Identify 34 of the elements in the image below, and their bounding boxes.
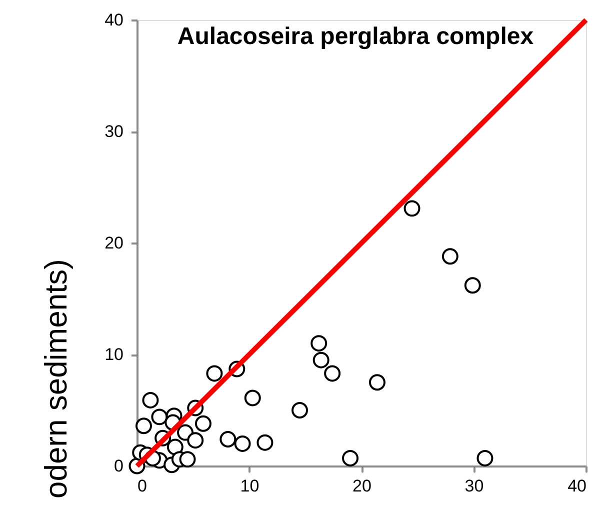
point xyxy=(368,374,386,391)
y-axis-title: odern sediments) xyxy=(38,258,74,498)
point xyxy=(206,365,223,382)
point xyxy=(256,434,274,451)
point xyxy=(166,438,184,456)
point xyxy=(464,277,481,294)
point xyxy=(476,450,494,466)
point xyxy=(324,365,341,382)
point xyxy=(151,408,168,426)
point xyxy=(292,402,308,418)
point xyxy=(179,451,196,468)
point xyxy=(310,335,328,352)
point xyxy=(187,432,204,449)
point xyxy=(142,392,159,408)
chart-title: Aulacoseira perglabra complex xyxy=(177,23,534,50)
x-tick-label: 20 xyxy=(352,476,372,496)
point xyxy=(312,352,330,368)
x-tick-label: 30 xyxy=(464,476,484,496)
x-tick-label: 10 xyxy=(240,476,260,496)
point xyxy=(135,418,152,434)
y-tick-label: 20 xyxy=(104,234,124,252)
y-tick-label: 10 xyxy=(104,345,124,364)
y-tick-label: 0 xyxy=(114,456,124,476)
point xyxy=(220,431,236,448)
point xyxy=(234,435,251,452)
point xyxy=(342,450,359,466)
point xyxy=(244,390,261,406)
point xyxy=(442,248,458,265)
y-tick-label: 30 xyxy=(104,122,124,141)
x-tick-label: 0 xyxy=(138,476,147,496)
y-tick-label: 40 xyxy=(104,10,124,30)
point xyxy=(404,200,420,217)
point xyxy=(194,415,212,432)
x-tick-label: 40 xyxy=(568,476,586,496)
